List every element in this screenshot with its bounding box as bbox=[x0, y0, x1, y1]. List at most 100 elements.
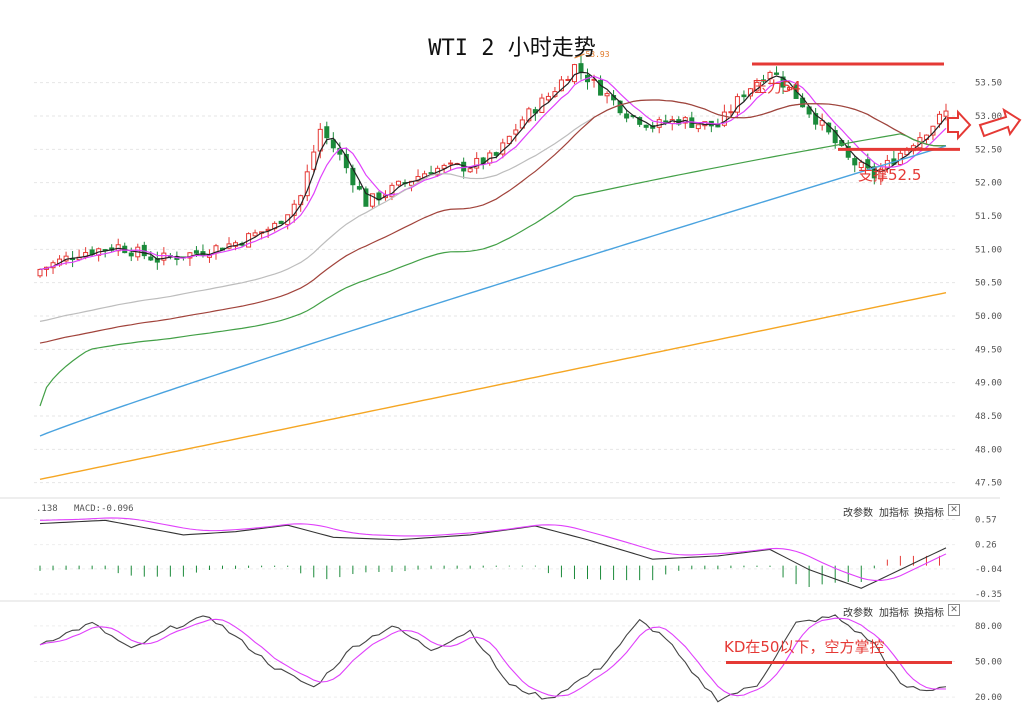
y-tick-label: 51.50 bbox=[975, 212, 1002, 222]
candle-body bbox=[291, 203, 297, 216]
y-tick-label: 49.00 bbox=[975, 379, 1002, 389]
candle-body bbox=[604, 93, 610, 97]
macd-add-indicator-button[interactable]: 加指标 bbox=[879, 508, 909, 519]
candle-body bbox=[643, 124, 649, 128]
arrow-right-icon bbox=[947, 109, 972, 141]
macd-param-button[interactable]: 改参数 bbox=[843, 508, 873, 519]
candle-body bbox=[871, 166, 877, 179]
resistance-annotation: 压力54 bbox=[752, 78, 802, 96]
candle-body bbox=[148, 256, 154, 261]
kd-d-line bbox=[39, 617, 947, 697]
candle-body bbox=[832, 130, 838, 144]
kd-annotation: KD在50以下，空方掌控 bbox=[724, 638, 885, 656]
macd-value-label: MACD:-0.096 bbox=[74, 504, 134, 514]
candle-body bbox=[598, 79, 604, 96]
candle-body bbox=[787, 86, 793, 91]
candle-body bbox=[617, 100, 623, 114]
candle-body bbox=[37, 268, 43, 277]
candle-body bbox=[656, 119, 662, 128]
candle-body bbox=[943, 110, 949, 117]
y-tick-label: 49.50 bbox=[975, 345, 1002, 355]
candle-body bbox=[774, 72, 780, 75]
macd-line bbox=[39, 519, 947, 589]
ma-blue-line bbox=[39, 145, 947, 437]
candle-body bbox=[193, 250, 199, 254]
candle-body bbox=[734, 96, 740, 113]
macd-y-tick-label: -0.04 bbox=[975, 565, 1002, 575]
candle-body bbox=[252, 232, 258, 237]
kd-k-line bbox=[39, 614, 947, 703]
y-tick-label: 50.50 bbox=[975, 279, 1002, 289]
kd-y-tick-label: 50.00 bbox=[975, 657, 1002, 667]
support-annotation: 支撑52.5 bbox=[858, 166, 922, 184]
candle-body bbox=[571, 64, 577, 83]
candle-body bbox=[506, 135, 512, 145]
candle-body bbox=[298, 195, 304, 206]
arrow-up-right-icon bbox=[978, 107, 1022, 138]
macd-y-tick-label: -0.35 bbox=[975, 590, 1002, 600]
macd-close-icon[interactable]: ✕ bbox=[948, 504, 960, 516]
max-marker-label: 53.93 bbox=[585, 50, 609, 59]
candle-body bbox=[637, 117, 643, 125]
candle-body bbox=[878, 169, 884, 180]
kd-switch-indicator-button[interactable]: 换指标 bbox=[914, 608, 944, 619]
candle-body bbox=[311, 151, 317, 170]
candle-body bbox=[545, 95, 551, 101]
ma-brown-line bbox=[39, 99, 947, 344]
candle-body bbox=[858, 161, 864, 168]
candle-body bbox=[578, 63, 584, 74]
macd-switch-indicator-button[interactable]: 换指标 bbox=[914, 508, 944, 519]
macd-signal-line bbox=[39, 517, 947, 581]
ma-short-line bbox=[39, 71, 947, 271]
y-tick-label: 53.00 bbox=[975, 112, 1002, 122]
kd-y-tick-label: 20.00 bbox=[975, 693, 1002, 703]
candle-body bbox=[356, 186, 362, 190]
candle-body bbox=[161, 252, 167, 261]
kd-add-indicator-button[interactable]: 加指标 bbox=[879, 608, 909, 619]
candle-body bbox=[813, 113, 819, 125]
candle-body bbox=[819, 120, 825, 126]
chart-title: WTI 2 小时走势 bbox=[428, 36, 596, 61]
candle-body bbox=[330, 139, 336, 149]
y-tick-label: 48.00 bbox=[975, 445, 1002, 455]
y-tick-label: 50.00 bbox=[975, 312, 1002, 322]
candle-body bbox=[324, 126, 330, 139]
y-tick-label: 52.50 bbox=[975, 145, 1002, 155]
kd-close-icon[interactable]: ✕ bbox=[948, 604, 960, 616]
candle-body bbox=[741, 94, 747, 98]
candle-body bbox=[278, 220, 284, 225]
kd-y-tick-label: 80.00 bbox=[975, 622, 1002, 632]
candle-body bbox=[441, 164, 447, 169]
candle-body bbox=[760, 79, 766, 82]
candle-body bbox=[754, 81, 760, 92]
y-tick-label: 52.00 bbox=[975, 179, 1002, 189]
candle-body bbox=[467, 168, 473, 173]
candle-body bbox=[565, 78, 571, 81]
candle-body bbox=[526, 108, 532, 122]
kd-param-button[interactable]: 改参数 bbox=[843, 608, 873, 619]
candle-body bbox=[852, 158, 858, 166]
candle-body bbox=[513, 129, 519, 135]
candle-body bbox=[369, 193, 375, 207]
candle-body bbox=[128, 252, 134, 257]
candle-body bbox=[936, 113, 942, 125]
macd-prefix-value: .138 bbox=[36, 504, 58, 514]
y-tick-label: 47.50 bbox=[975, 479, 1002, 489]
ma-pink-line bbox=[39, 75, 947, 271]
candle-body bbox=[363, 188, 369, 207]
ma-orange-line bbox=[39, 291, 947, 481]
candle-body bbox=[448, 162, 454, 165]
candle-body bbox=[428, 172, 434, 175]
candle-body bbox=[721, 111, 727, 126]
candle-body bbox=[285, 214, 291, 226]
max-marker-arrow bbox=[574, 53, 585, 59]
candle-body bbox=[395, 180, 401, 186]
candle-body bbox=[845, 145, 851, 158]
candle-body bbox=[304, 171, 310, 197]
y-tick-label: 51.00 bbox=[975, 245, 1002, 255]
macd-y-tick-label: 0.57 bbox=[975, 516, 997, 526]
candle-body bbox=[624, 113, 630, 119]
y-tick-label: 53.50 bbox=[975, 79, 1002, 89]
